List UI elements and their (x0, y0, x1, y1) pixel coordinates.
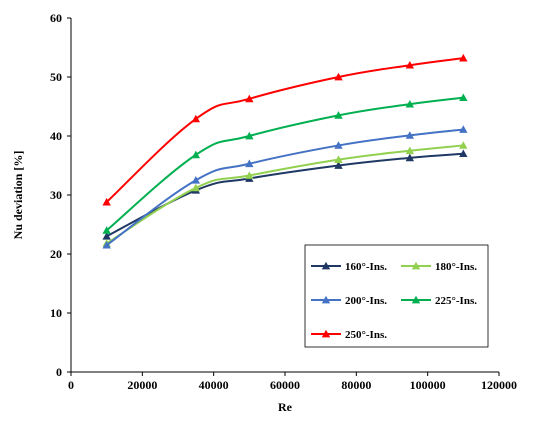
data-point-marker (334, 72, 343, 81)
series-3 (102, 125, 468, 249)
data-point-marker (245, 159, 254, 168)
data-point-marker (102, 197, 111, 206)
legend-item: 225°-Ins. (401, 295, 477, 307)
legend-item: 180°-Ins. (401, 261, 477, 273)
series-layer (102, 53, 468, 249)
legend-label: 225°-Ins. (435, 295, 477, 307)
x-tick-label: 60000 (270, 378, 300, 392)
x-tick-label: 80000 (341, 378, 371, 392)
data-point-marker (405, 61, 415, 69)
legend: 160°-Ins. 180°-Ins. 200°-Ins. 225°-Ins. 250°… (304, 244, 489, 348)
data-point-marker (405, 99, 415, 108)
y-tick-label: 0 (56, 365, 62, 379)
x-tick-label: 20000 (127, 378, 157, 392)
legend-label: 160°-Ins. (345, 261, 387, 273)
y-axis-title: Nu deviation [%] (11, 151, 25, 240)
legend-item: 160°-Ins. (311, 261, 387, 273)
x-axis-title: Re (278, 400, 293, 414)
data-point-marker (245, 94, 254, 103)
legend-marker (411, 295, 421, 304)
data-point-marker (102, 232, 111, 240)
x-tick-label: 100000 (410, 378, 446, 392)
data-point-marker (459, 93, 468, 102)
data-point-marker (334, 141, 343, 149)
data-point-marker (405, 153, 415, 162)
data-point-marker (191, 176, 201, 184)
series-5 (102, 53, 468, 206)
y-axis: 0 10 20 30 40 50 60 (50, 11, 71, 379)
data-point-marker (102, 226, 111, 234)
data-point-marker (405, 146, 415, 155)
data-point-marker (245, 171, 254, 179)
data-point-marker (191, 150, 201, 159)
legend-marker (321, 329, 331, 338)
legend-label: 180°-Ins. (435, 261, 477, 273)
data-point-marker (459, 141, 468, 149)
y-tick-label: 40 (50, 129, 62, 143)
data-point-marker (334, 161, 343, 169)
data-point-marker (191, 183, 201, 192)
legend-marker (411, 261, 421, 270)
data-point-marker (459, 53, 468, 62)
legend-item: 200°-Ins. (311, 295, 387, 307)
data-point-marker (191, 114, 201, 123)
legend-item: 250°-Ins. (311, 329, 387, 341)
legend-marker (321, 261, 331, 270)
x-tick-label: 40000 (199, 378, 229, 392)
x-tick-label: 120000 (481, 378, 517, 392)
data-point-marker (459, 149, 468, 158)
data-point-marker (334, 155, 343, 163)
y-tick-label: 60 (50, 11, 62, 25)
y-tick-label: 30 (50, 188, 62, 202)
y-tick-label: 10 (50, 306, 62, 320)
legend-marker (321, 295, 331, 304)
data-point-marker (459, 125, 468, 133)
series-4 (102, 93, 468, 234)
y-tick-label: 20 (50, 247, 62, 261)
data-point-marker (102, 240, 111, 249)
data-point-marker (245, 131, 254, 140)
legend-label: 250°-Ins. (345, 329, 387, 341)
x-tick-label: 0 (68, 378, 74, 392)
x-axis: 0 20000 40000 60000 80000 100000 120000 (68, 372, 517, 392)
legend-label: 200°-Ins. (345, 295, 387, 307)
data-point-marker (334, 111, 343, 119)
legend-box (304, 244, 489, 348)
y-tick-label: 50 (50, 70, 62, 84)
data-point-marker (405, 131, 415, 139)
